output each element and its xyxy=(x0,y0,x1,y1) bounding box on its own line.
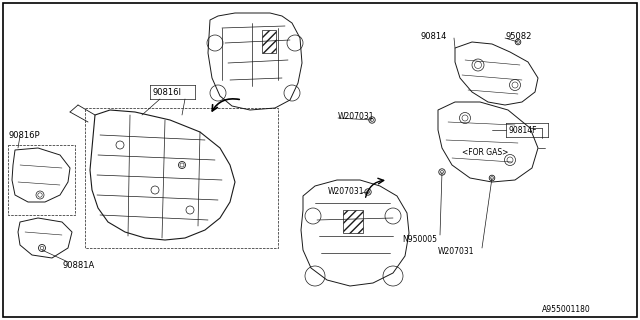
Polygon shape xyxy=(343,210,363,233)
Text: N950005: N950005 xyxy=(402,236,437,244)
Text: 90816P: 90816P xyxy=(8,131,40,140)
Text: 90814F: 90814F xyxy=(508,125,536,134)
Text: 90816I: 90816I xyxy=(152,87,181,97)
Text: 95082: 95082 xyxy=(505,31,531,41)
Polygon shape xyxy=(262,30,276,53)
Text: <FOR GAS>: <FOR GAS> xyxy=(462,148,508,156)
Text: W207031: W207031 xyxy=(328,188,365,196)
Text: A955001180: A955001180 xyxy=(542,306,591,315)
Text: W207031: W207031 xyxy=(438,247,474,257)
Text: W207031: W207031 xyxy=(338,111,374,121)
Text: 90881A: 90881A xyxy=(62,260,94,269)
Text: 90814: 90814 xyxy=(420,31,446,41)
